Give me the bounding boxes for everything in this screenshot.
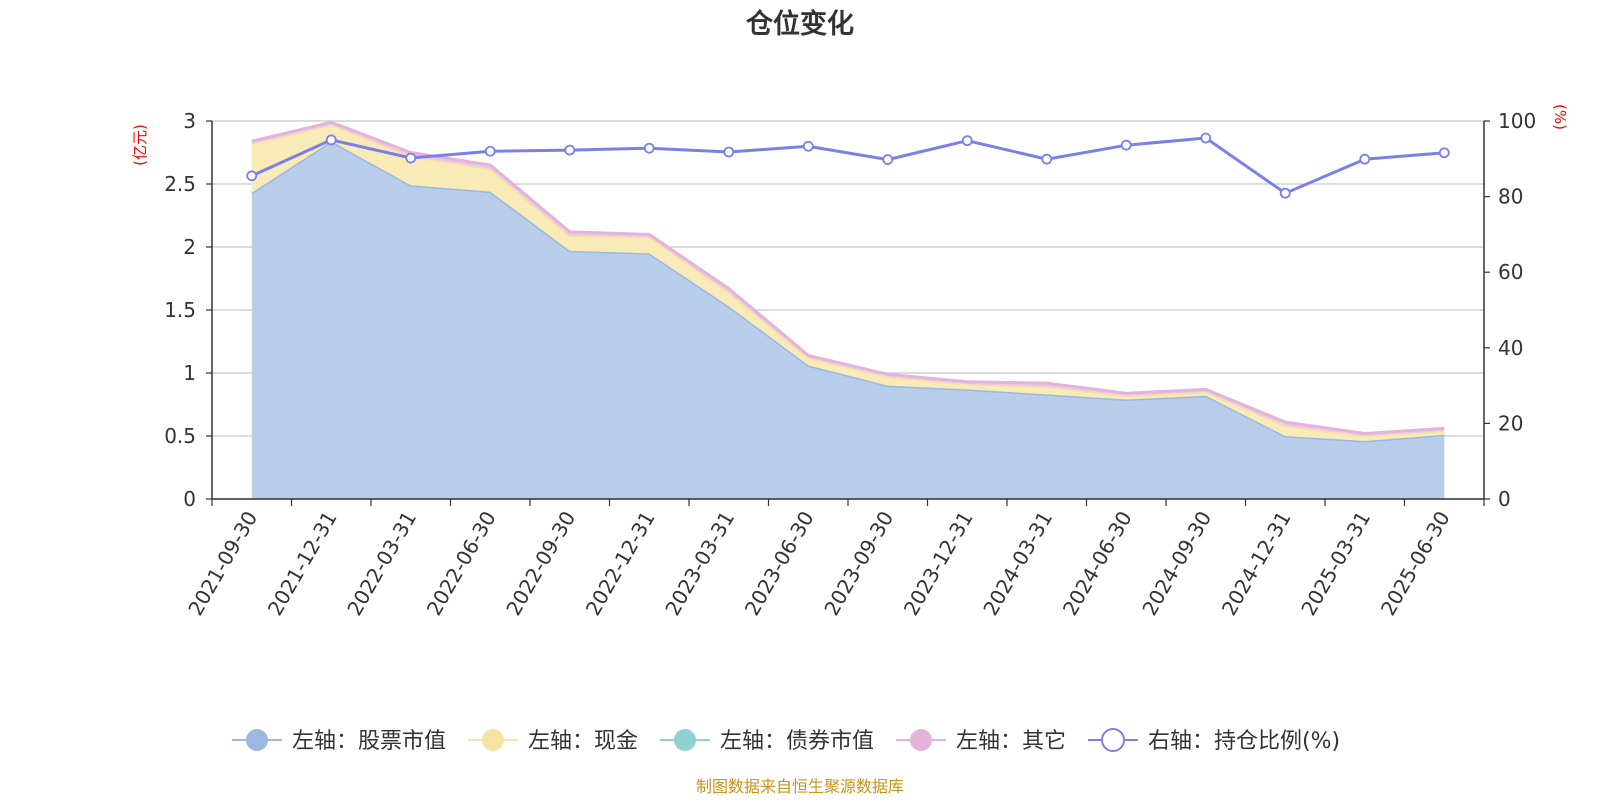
x-axis-tick-label: 2021-09-30	[183, 507, 262, 620]
legend-item: 左轴：股票市值	[232, 729, 446, 754]
x-axis-tick-label: 2025-03-31	[1296, 507, 1375, 620]
ratio-point	[961, 135, 973, 147]
left-axis-unit: (亿元)	[131, 124, 149, 166]
ratio-point	[564, 144, 576, 156]
right-axis-tick-label: 80	[1498, 185, 1523, 209]
ratio-point	[1359, 153, 1371, 165]
area-fill-0	[251, 141, 1445, 499]
ratio-point	[325, 134, 337, 146]
legend-label: 右轴：持仓比例(%)	[1148, 729, 1340, 754]
ratio-point	[1200, 132, 1212, 144]
legend: 左轴：股票市值 左轴：现金 左轴：债券市值 左轴：其它 右轴：持仓比例(%)	[232, 728, 1340, 754]
right-axis-tick-label: 60	[1498, 260, 1523, 284]
x-axis-tick-label: 2023-03-31	[660, 507, 739, 620]
legend-label: 左轴：现金	[528, 729, 638, 754]
ratio-point	[1041, 153, 1053, 165]
ratio-point	[246, 170, 258, 182]
chart-title: 仓位变化	[745, 8, 854, 40]
ratio-line	[251, 136, 1445, 195]
area-fill-1	[251, 124, 1445, 442]
right-axis-tick-label: 20	[1498, 411, 1523, 435]
x-axis-tick-label: 2022-12-31	[581, 507, 660, 620]
legend-item: 左轴：债券市值	[660, 729, 874, 754]
legend-item: 左轴：现金	[468, 729, 638, 754]
x-axis-tick-label: 2022-03-31	[342, 507, 421, 620]
left-axis-tick-label: 2	[183, 235, 196, 259]
x-axis-tick-label: 2024-03-31	[978, 507, 1057, 620]
x-axis-tick-label: 2024-12-31	[1217, 507, 1296, 620]
ratio-point	[1279, 187, 1291, 199]
right-axis-unit: (%)	[1551, 104, 1569, 130]
legend-swatch-marker	[674, 729, 696, 751]
x-axis-tick-label: 2023-12-31	[899, 507, 978, 620]
right-axis-tick-label: 40	[1498, 336, 1523, 360]
right-axis-tick-label: 100	[1498, 109, 1536, 133]
ratio-line-series	[246, 132, 1450, 199]
ratio-point	[723, 146, 735, 158]
legend-swatch-marker	[1101, 728, 1125, 752]
area-line-3	[251, 120, 1445, 436]
ratio-point	[484, 145, 496, 157]
legend-label: 左轴：债券市值	[720, 729, 874, 754]
right-axis-tick-label: 0	[1498, 487, 1511, 511]
x-axis-tick-label: 2023-06-30	[740, 507, 819, 620]
x-axis-tick-label: 2022-09-30	[501, 507, 580, 620]
ratio-point	[802, 140, 814, 152]
ratio-point	[1120, 139, 1132, 151]
legend-swatch-marker	[246, 729, 268, 751]
legend-label: 左轴：股票市值	[292, 729, 446, 754]
ratio-point	[1438, 147, 1450, 159]
x-axis-tick-label: 2021-12-31	[263, 507, 342, 620]
legend-swatch-marker	[482, 729, 504, 751]
legend-label: 左轴：其它	[956, 729, 1066, 754]
ratio-point	[405, 152, 417, 164]
left-axis-tick-label: 3	[183, 109, 196, 133]
legend-item: 左轴：其它	[896, 729, 1066, 754]
left-axis-tick-label: 0.5	[164, 424, 196, 448]
legend-swatch-marker	[910, 729, 932, 751]
left-axis-tick-label: 2.5	[164, 172, 196, 196]
area-series	[250, 120, 1445, 499]
data-source-note: 制图数据来自恒生聚源数据库	[696, 777, 904, 796]
x-axis-tick-label: 2025-06-30	[1376, 507, 1455, 620]
left-axis-tick-label: 0	[183, 487, 196, 511]
ratio-point	[643, 142, 655, 154]
x-axis-tick-label: 2022-06-30	[422, 507, 501, 620]
x-axis-tick-label: 2024-09-30	[1137, 507, 1216, 620]
legend-item: 右轴：持仓比例(%)	[1088, 728, 1340, 754]
left-axis-tick-label: 1.5	[164, 298, 196, 322]
ratio-point	[882, 154, 894, 165]
x-axis-tick-label: 2024-06-30	[1058, 507, 1137, 620]
left-axis-tick-label: 1	[183, 361, 196, 385]
x-axis-tick-label: 2023-09-30	[819, 507, 898, 620]
